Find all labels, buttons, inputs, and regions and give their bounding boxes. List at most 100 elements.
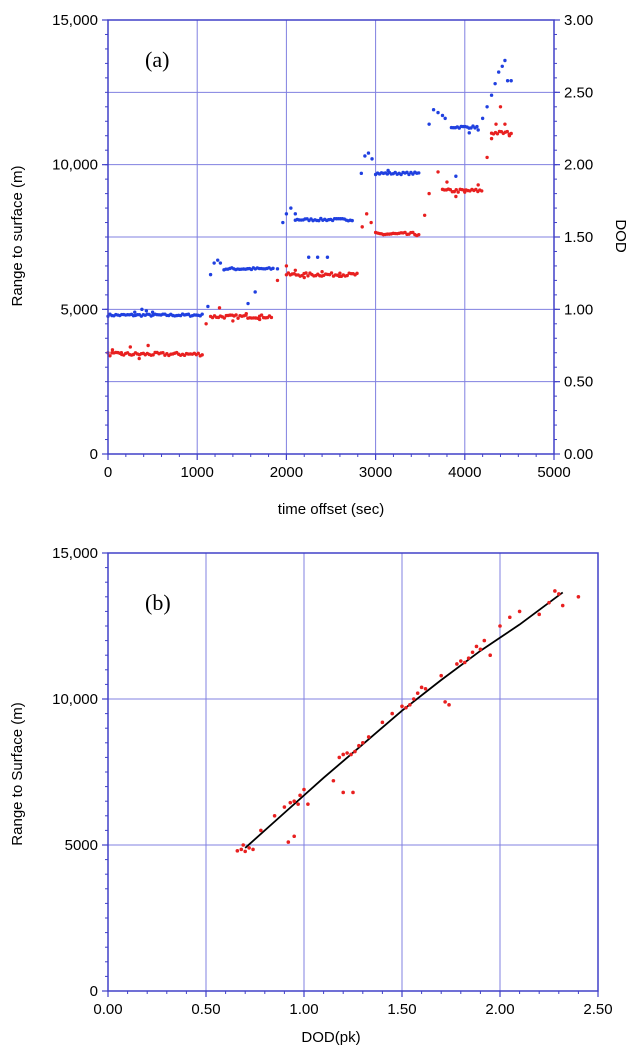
x-tick-label: 0	[104, 464, 112, 481]
blue-series-point	[350, 218, 354, 223]
red-series-point	[454, 194, 458, 199]
y2-tick-label: 0.50	[564, 374, 593, 391]
blue-series-point	[485, 105, 489, 109]
y-tick-label: 0	[90, 446, 98, 463]
red-series-point	[231, 319, 235, 323]
blue-series-point	[144, 309, 149, 313]
blue-series-point	[496, 70, 501, 74]
blue-series-point	[246, 301, 250, 306]
blue-series-point	[275, 267, 280, 271]
chart-a-x-axis-label: time offset (sec)	[278, 501, 384, 518]
red-series-point	[427, 191, 431, 196]
blue-series-point	[284, 212, 289, 216]
blue-series-point	[370, 157, 374, 161]
blue-series-point	[315, 255, 320, 259]
plot-frame	[107, 19, 555, 455]
red-series-point	[507, 134, 512, 138]
red-data-point	[557, 592, 561, 596]
x-tick-label: 1000	[181, 464, 214, 481]
red-series-point	[495, 132, 500, 136]
red-data-point	[498, 624, 502, 628]
red-data-point	[470, 650, 475, 655]
red-data-point	[239, 847, 244, 852]
red-data-point	[462, 660, 467, 665]
red-data-point	[241, 843, 246, 847]
red-series-point	[476, 183, 480, 187]
red-series-point	[275, 278, 280, 283]
red-data-point	[411, 697, 416, 701]
red-data-point	[366, 735, 371, 739]
x-tick-label: 0.00	[93, 1001, 122, 1018]
red-series-point	[137, 356, 141, 361]
red-data-point	[247, 846, 251, 850]
blue-series-point	[427, 122, 431, 126]
red-data-point	[349, 752, 353, 757]
blue-series-point	[480, 116, 485, 121]
chart-b-frame	[102, 552, 599, 997]
blue-series-point	[505, 79, 510, 83]
chart-a-y-axis-label: Range to surface (m)	[9, 166, 26, 307]
red-series-point	[108, 354, 112, 358]
red-data-point	[419, 685, 424, 690]
blue-series-point	[436, 110, 440, 115]
red-series-point	[259, 313, 264, 317]
red-series-point	[355, 271, 359, 276]
red-series-point	[345, 273, 349, 278]
y2-tick-label: 1.50	[564, 229, 593, 246]
red-series-point	[436, 170, 440, 174]
red-data-point	[380, 720, 385, 725]
red-data-point	[408, 703, 412, 707]
y2-tick-label: 1.00	[564, 301, 593, 318]
red-data-point	[296, 802, 300, 806]
blue-series-point	[307, 255, 311, 259]
y2-tick-label: 2.50	[564, 84, 593, 101]
red-data-point	[517, 609, 522, 614]
blue-series-point	[489, 93, 494, 97]
red-series-point	[411, 230, 415, 235]
fit-line	[244, 591, 564, 849]
red-series-point	[293, 268, 298, 272]
red-data-point	[478, 647, 483, 652]
red-data-point	[337, 755, 342, 760]
blue-series-point	[454, 174, 458, 178]
red-data-point	[404, 705, 408, 710]
blue-series-point	[493, 81, 497, 86]
red-data-point	[353, 749, 357, 754]
blue-series-point	[208, 272, 213, 277]
blue-series-point	[253, 290, 257, 294]
red-series-point	[505, 129, 509, 134]
red-data-point	[259, 828, 263, 833]
red-data-point	[361, 741, 365, 745]
blue-series-point	[206, 304, 210, 309]
blue-series-point	[281, 220, 285, 225]
red-series-point	[146, 343, 150, 348]
red-series-point	[463, 190, 467, 194]
red-series-point	[304, 271, 308, 275]
red-series-point	[196, 351, 200, 356]
y-tick-label: 5000	[65, 837, 98, 854]
red-series-point	[269, 315, 274, 320]
red-data-point	[466, 656, 471, 660]
blue-series-point	[500, 64, 504, 68]
red-data-point	[292, 834, 297, 839]
x-tick-label: 3000	[359, 464, 392, 481]
red-series-point	[128, 345, 132, 349]
chart-b-y-axis-label: Range to Surface (m)	[9, 702, 26, 845]
chart-a-marks	[106, 58, 513, 361]
blue-series-point	[386, 168, 390, 173]
red-data-point	[243, 849, 247, 854]
blue-series-point	[443, 116, 447, 121]
red-data-point	[553, 589, 557, 593]
red-series-point	[236, 316, 240, 320]
red-series-point	[306, 274, 310, 278]
red-series-point	[489, 136, 494, 141]
red-data-point	[547, 600, 551, 605]
red-data-point	[298, 793, 302, 798]
y-tick-label: 10,000	[52, 157, 98, 174]
red-data-point	[235, 849, 240, 853]
blue-series-point	[366, 151, 371, 155]
blue-series-point	[503, 58, 507, 63]
chart-b-x-axis-label: DOD(pk)	[301, 1029, 360, 1046]
blue-series-point	[363, 154, 367, 158]
red-series-point	[369, 220, 373, 225]
